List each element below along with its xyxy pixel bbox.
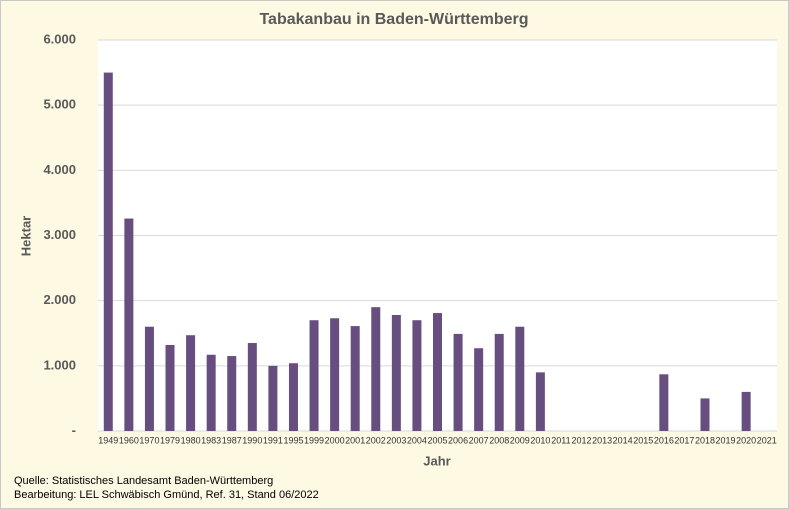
x-tick-label: 2015	[633, 435, 653, 445]
x-tick-label: 1979	[160, 435, 180, 445]
bar	[412, 320, 422, 431]
bar	[165, 344, 175, 431]
y-tick-label: 3.000	[43, 227, 76, 242]
x-tick-label: 2001	[345, 435, 365, 445]
bar	[515, 326, 525, 431]
x-tick-label: 2011	[551, 435, 570, 445]
x-tick-label: 2018	[695, 435, 715, 445]
bar	[124, 218, 134, 431]
bar	[227, 356, 237, 431]
x-tick-label: 2020	[736, 435, 756, 445]
x-tick-label: 2013	[592, 435, 612, 445]
bar	[330, 318, 340, 431]
x-tick-label: 2009	[510, 435, 530, 445]
x-tick-label: 2016	[654, 435, 674, 445]
bar	[309, 320, 319, 431]
bar	[371, 307, 381, 431]
x-tick-label: 2003	[386, 435, 406, 445]
x-tick-label: 2019	[716, 435, 736, 445]
x-tick-label: 2007	[469, 435, 489, 445]
bar	[247, 343, 257, 431]
x-tick-label: 1995	[283, 435, 303, 445]
x-tick-label: 2006	[448, 435, 468, 445]
bar	[391, 315, 401, 431]
y-axis-label: Hektar	[18, 216, 33, 256]
x-tick-label: 1949	[98, 435, 118, 445]
y-tick-label: 1.000	[43, 357, 76, 372]
y-tick-label: 2.000	[43, 292, 76, 307]
bar	[474, 348, 484, 431]
x-tick-label: 1970	[139, 435, 159, 445]
bar	[433, 313, 442, 431]
x-tick-label: 1987	[222, 435, 242, 445]
bar	[186, 335, 196, 431]
y-tick-label: -	[72, 422, 76, 437]
bar	[535, 372, 545, 431]
bar	[700, 398, 710, 431]
y-tick-label: 4.000	[43, 162, 76, 177]
x-tick-label: 2017	[674, 435, 694, 445]
x-tick-label: 1960	[119, 435, 139, 445]
source-note: Quelle: Statistisches Landesamt Baden-Wü…	[14, 475, 273, 487]
x-tick-label: 2000	[325, 435, 345, 445]
bar	[453, 333, 463, 431]
bar	[103, 72, 113, 431]
bar	[288, 363, 298, 431]
x-tick-label: 2012	[572, 435, 592, 445]
x-tick-label: 2008	[489, 435, 509, 445]
x-axis-label: Jahr	[423, 453, 450, 468]
x-tick-label: 1980	[181, 435, 201, 445]
bar	[206, 354, 216, 431]
x-tick-label: 1999	[304, 435, 324, 445]
x-tick-label: 2002	[366, 435, 386, 445]
x-tick-label: 2010	[530, 435, 550, 445]
x-tick-label: 1983	[201, 435, 221, 445]
x-tick-label: 2014	[613, 435, 633, 445]
x-tick-label: 1991	[263, 435, 283, 445]
bar	[659, 374, 669, 431]
x-tick-label: 2005	[427, 435, 447, 445]
bar	[494, 333, 504, 431]
y-tick-label: 6.000	[43, 31, 76, 46]
source-note: Bearbeitung: LEL Schwäbisch Gmünd, Ref. …	[14, 489, 319, 501]
bar	[741, 391, 751, 431]
x-tick-label: 1990	[242, 435, 262, 445]
x-tick-label: 2004	[407, 435, 427, 445]
bar	[144, 326, 154, 431]
chart-title: Tabakanbau in Baden-Württemberg	[259, 11, 528, 28]
bar	[268, 365, 278, 431]
y-tick-label: 5.000	[43, 97, 76, 112]
x-tick-label: 2021	[757, 435, 777, 445]
bar	[350, 326, 360, 431]
